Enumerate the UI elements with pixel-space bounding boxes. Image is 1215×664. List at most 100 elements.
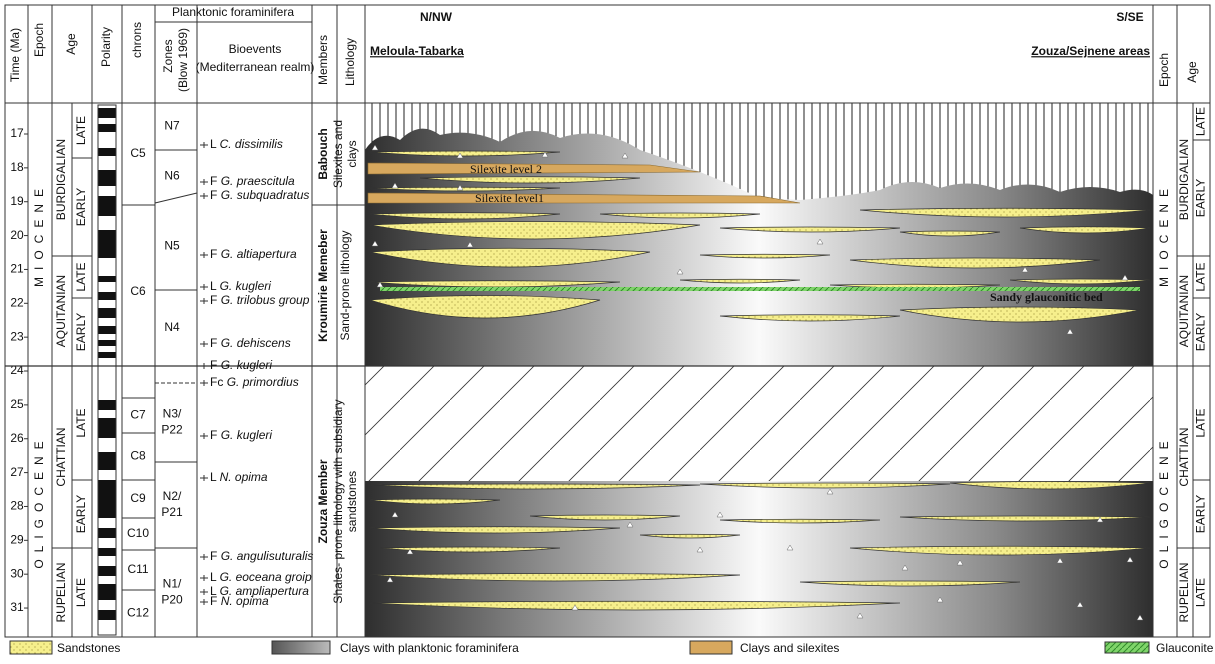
section-label: Silexite level1 xyxy=(475,191,544,205)
legend-swatch xyxy=(1105,642,1149,653)
time-tick-label: 28 xyxy=(10,499,24,513)
header: Planktonic foraminifera xyxy=(172,5,294,19)
substage-label: EARLY xyxy=(1194,179,1208,217)
legend-label: Clays with planktonic foraminifera xyxy=(340,641,519,655)
bioevent: F G. praescitula xyxy=(210,174,295,188)
polarity-band xyxy=(98,528,116,538)
time-tick-label: 23 xyxy=(10,329,24,343)
polarity-band xyxy=(98,610,116,620)
bioevent: L C. dissimilis xyxy=(210,137,283,151)
header: chrons xyxy=(130,22,144,58)
bioevent-taxon: G. kugleri xyxy=(221,428,273,442)
header: Age xyxy=(1185,61,1199,83)
age-label: AQUITANIAN xyxy=(1177,275,1191,347)
header: Bioevents xyxy=(229,42,282,56)
time-tick-label: 29 xyxy=(10,532,24,546)
member-lithology: sandstones xyxy=(345,471,359,532)
bioevent-taxon: G. kugleri xyxy=(221,358,273,372)
chron-label: C12 xyxy=(127,606,149,620)
chron-label: C10 xyxy=(127,526,149,540)
member-name: Kroumirie Memeber xyxy=(316,229,330,342)
epoch-label: MIOCENE xyxy=(32,182,46,287)
chron-label: C11 xyxy=(127,562,148,576)
time-tick-label: 30 xyxy=(10,566,24,580)
bioevent-taxon: G. praescitula xyxy=(221,174,295,188)
zone-label: N1/ xyxy=(163,577,182,591)
bioevent-taxon: G. angulisuturalis xyxy=(221,549,314,563)
epoch-label: OLIGOCENE xyxy=(32,434,46,568)
substage-label: LATE xyxy=(1194,408,1208,437)
bioevent-taxon: N. opima xyxy=(220,470,268,484)
member-lithology: Silexites and xyxy=(331,120,345,188)
age-label: CHATTIAN xyxy=(1177,427,1191,486)
bioevent: L G. kugleri xyxy=(210,279,271,293)
substage-label: LATE xyxy=(1194,262,1208,291)
polarity-band xyxy=(98,170,116,186)
zone-label: N5 xyxy=(164,239,180,253)
section-label: Zouza/Sejnene areas xyxy=(1031,44,1150,58)
polarity-band xyxy=(98,566,116,576)
bioevent-taxon: G. kugleri xyxy=(220,279,272,293)
bioevent-marker: L xyxy=(210,570,217,584)
member-lithology: Shales- prone lithology with subsidiary xyxy=(331,399,345,603)
header: Zones xyxy=(161,39,175,72)
polarity-band xyxy=(98,340,116,346)
header: Epoch xyxy=(32,23,46,57)
bioevent-marker: F xyxy=(210,549,217,563)
bioevent-taxon: C. dissimilis xyxy=(220,137,283,151)
bioevent: L G. eoceana groip xyxy=(210,570,312,584)
member-lithology: Sand-prone lithology xyxy=(338,230,352,340)
time-tick-label: 19 xyxy=(10,194,24,208)
bioevent-taxon: G. altiapertura xyxy=(221,247,297,261)
bioevent-marker: L xyxy=(210,279,217,293)
polarity-band xyxy=(98,418,116,438)
legend-label: Glauconite xyxy=(1156,641,1214,655)
legend-swatch xyxy=(10,641,52,654)
time-tick-label: 20 xyxy=(10,228,24,242)
bioevent-marker: Fc xyxy=(210,375,223,389)
zone-label: N6 xyxy=(164,169,180,183)
substage-label: LATE xyxy=(74,408,88,437)
polarity-band xyxy=(98,230,116,258)
bioevent-marker: L xyxy=(210,470,217,484)
bioevent: Fc G. primordius xyxy=(210,375,299,389)
age-label: RUPELIAN xyxy=(1177,562,1191,622)
bioevent-marker: F xyxy=(210,174,217,188)
bioevent: F G. angulisuturalis xyxy=(210,549,313,563)
member-lithology: clays xyxy=(345,140,359,167)
bioevent: F G. subquadratus xyxy=(210,188,309,202)
substage-label: EARLY xyxy=(74,495,88,533)
header: Lithology xyxy=(343,38,357,86)
header: Polarity xyxy=(99,27,113,67)
substage-label: EARLY xyxy=(1194,495,1208,533)
chron-label: C6 xyxy=(130,284,146,298)
time-tick-label: 21 xyxy=(10,262,24,276)
bioevent-marker: F xyxy=(210,293,217,307)
bioevent-taxon: G. primordius xyxy=(227,375,299,389)
stratigraphic-chart: Sandy glauconitic bedSilexite level 2Sil… xyxy=(0,0,1215,664)
polarity-band xyxy=(98,308,116,318)
time-tick-label: 17 xyxy=(10,126,24,140)
time-tick-label: 18 xyxy=(10,160,24,174)
polarity-band xyxy=(98,148,116,156)
header: (Mediterranean realm) xyxy=(196,60,315,74)
substage-label: LATE xyxy=(74,116,88,145)
header: Time (Ma) xyxy=(8,28,22,82)
chron-label: C8 xyxy=(130,449,146,463)
legend-label: Clays and silexites xyxy=(740,641,839,655)
hatch-gap xyxy=(365,366,1153,481)
bioevent-taxon: G. eoceana groip xyxy=(220,570,312,584)
bioevent-marker: F xyxy=(210,358,217,372)
member-name: Babouch xyxy=(316,128,330,179)
polarity-band xyxy=(98,292,116,300)
zone-label: P22 xyxy=(161,423,183,437)
polarity-band xyxy=(98,326,116,334)
section-label: S/SE xyxy=(1116,10,1143,24)
zone-boundary xyxy=(155,193,197,203)
polarity-band xyxy=(98,548,116,556)
bioevent-marker: F xyxy=(210,336,217,350)
legend-label: Sandstones xyxy=(57,641,120,655)
time-tick-label: 22 xyxy=(10,295,24,309)
substage-label: LATE xyxy=(74,262,88,291)
bioevent-marker: F xyxy=(210,247,217,261)
